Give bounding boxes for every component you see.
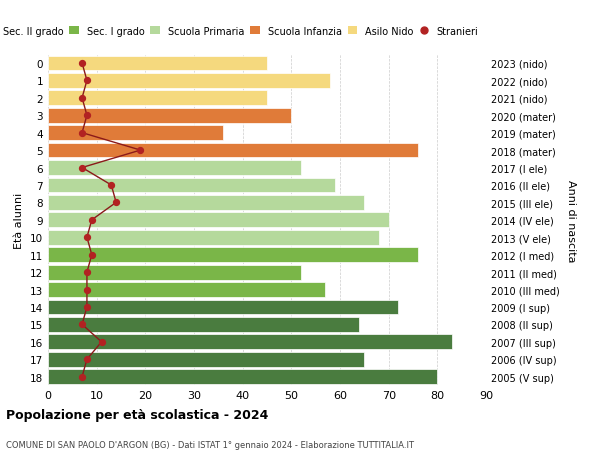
- Bar: [48, 213, 389, 228]
- Bar: [48, 300, 398, 315]
- Bar: [48, 369, 437, 384]
- Text: Popolazione per età scolastica - 2024: Popolazione per età scolastica - 2024: [6, 408, 268, 421]
- Bar: [48, 230, 379, 245]
- Point: [82, 112, 92, 120]
- Point: [82, 269, 92, 276]
- Bar: [48, 126, 223, 141]
- Point: [97, 338, 106, 346]
- Bar: [48, 74, 330, 89]
- Point: [77, 130, 87, 137]
- Legend: Sec. II grado, Sec. I grado, Scuola Primaria, Scuola Infanzia, Asilo Nido, Stran: Sec. II grado, Sec. I grado, Scuola Prim…: [0, 23, 481, 39]
- Bar: [48, 335, 452, 349]
- Point: [82, 356, 92, 363]
- Bar: [48, 265, 301, 280]
- Y-axis label: Anni di nascita: Anni di nascita: [566, 179, 576, 262]
- Bar: [48, 352, 364, 367]
- Point: [77, 95, 87, 102]
- Text: COMUNE DI SAN PAOLO D'ARGON (BG) - Dati ISTAT 1° gennaio 2024 - Elaborazione TUT: COMUNE DI SAN PAOLO D'ARGON (BG) - Dati …: [6, 441, 414, 449]
- Bar: [48, 196, 364, 210]
- Bar: [48, 317, 359, 332]
- Point: [87, 252, 97, 259]
- Point: [136, 147, 145, 154]
- Point: [82, 234, 92, 241]
- Bar: [48, 282, 325, 297]
- Point: [82, 78, 92, 85]
- Bar: [48, 143, 418, 158]
- Point: [112, 199, 121, 207]
- Bar: [48, 109, 292, 123]
- Point: [82, 303, 92, 311]
- Point: [77, 321, 87, 328]
- Bar: [48, 161, 301, 175]
- Bar: [48, 248, 418, 263]
- Bar: [48, 56, 267, 71]
- Point: [106, 182, 116, 189]
- Point: [82, 286, 92, 294]
- Bar: [48, 91, 267, 106]
- Point: [77, 373, 87, 381]
- Point: [77, 164, 87, 172]
- Bar: [48, 178, 335, 193]
- Point: [87, 217, 97, 224]
- Y-axis label: Età alunni: Età alunni: [14, 192, 25, 248]
- Point: [77, 60, 87, 67]
